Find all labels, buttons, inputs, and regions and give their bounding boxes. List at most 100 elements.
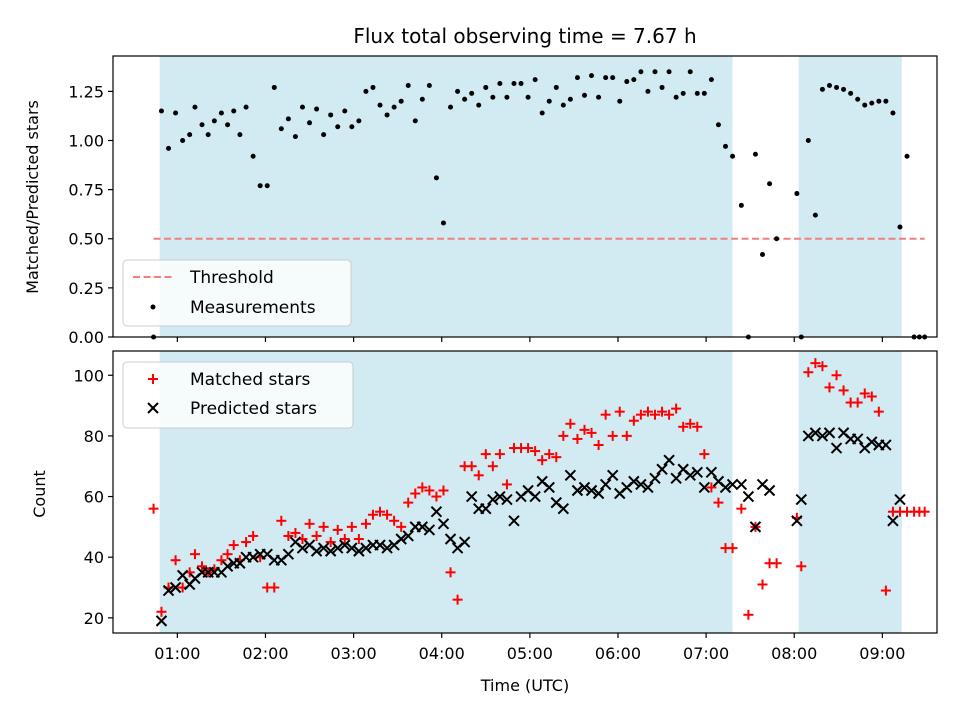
upper-legend-box <box>122 259 352 327</box>
matched-star-point <box>771 558 782 569</box>
matched-star-point <box>664 409 675 420</box>
lower-ytick-label: 100 <box>73 366 104 385</box>
legend-predicted-label: Predicted stars <box>190 399 317 419</box>
matched-star-point <box>156 606 167 617</box>
xtick-label: 09:00 <box>859 644 905 663</box>
measurement-point <box>574 75 580 81</box>
predicted-star-point <box>830 442 843 454</box>
matched-star-point <box>810 358 821 369</box>
predicted-star-point <box>501 493 513 506</box>
predicted-star-point <box>487 493 499 506</box>
matched-star-point <box>494 449 505 460</box>
measurement-point <box>610 75 616 81</box>
predicted-star-point <box>557 502 570 515</box>
predicted-star-point <box>606 469 619 482</box>
predicted-star-point <box>816 430 829 442</box>
matched-star-point <box>431 491 442 502</box>
predicted-star-point <box>726 478 739 491</box>
measurement-point <box>405 82 411 88</box>
predicted-star-point <box>698 481 711 494</box>
predicted-star-point <box>571 484 584 497</box>
measurement-point <box>603 75 609 81</box>
predicted-star-point <box>508 515 520 527</box>
matched-star-point <box>831 370 842 381</box>
matched-star-point <box>621 430 632 441</box>
predicted-star-point <box>282 548 295 560</box>
matched-star-point <box>678 421 689 432</box>
measurement-point <box>504 94 510 100</box>
predicted-star-point <box>809 427 822 439</box>
predicted-star-point <box>656 463 668 475</box>
matched-star-point <box>216 555 227 566</box>
predicted-star-point <box>719 481 732 494</box>
measurement-point <box>187 132 193 138</box>
measurement-point <box>231 108 237 114</box>
legend-predicted-swatch <box>147 402 159 414</box>
measurement-point <box>455 88 461 94</box>
measurement-point <box>237 132 243 138</box>
lower-plot-frame <box>112 350 938 634</box>
measurement-point <box>511 81 517 87</box>
upper-y-axis-label: Matched/Predicted stars <box>23 100 42 294</box>
measurement-point <box>701 90 707 96</box>
matched-star-point <box>796 561 807 572</box>
legend-measurements-label: Measurements <box>190 298 316 318</box>
measurement-point <box>349 124 355 130</box>
predicted-star-point <box>564 469 577 482</box>
predicted-star-point <box>684 469 696 482</box>
measurement-point <box>363 88 369 94</box>
matched-star-point <box>635 409 646 420</box>
measurement-point <box>869 100 875 106</box>
lower-legend-box <box>122 361 354 429</box>
measurement-point <box>370 84 376 90</box>
predicted-star-point <box>795 493 807 506</box>
predicted-star-point <box>691 466 703 478</box>
upper-ytick-label: 0.75 <box>68 181 104 200</box>
matched-star-point <box>480 449 491 460</box>
measurement-point <box>652 69 658 75</box>
matched-star-point <box>699 449 710 460</box>
measurement-point <box>659 84 665 90</box>
measurement-point <box>722 143 728 149</box>
measurement-point <box>715 122 721 128</box>
predicted-star-point <box>353 545 365 557</box>
measurement-point <box>560 102 566 108</box>
measurement-point <box>904 153 910 159</box>
matched-star-point <box>593 440 604 450</box>
predicted-star-point <box>592 487 605 500</box>
measurement-point <box>440 220 446 226</box>
measurement-point <box>271 84 277 90</box>
matched-star-point <box>614 406 625 417</box>
measurement-point <box>841 86 847 92</box>
matched-star-point <box>551 452 562 463</box>
measurement-point <box>173 110 179 116</box>
predicted-star-point <box>155 615 168 627</box>
upper-ytick-label: 0.50 <box>68 230 104 249</box>
lower-ytick-label: 20 <box>84 609 104 628</box>
matched-star-point <box>325 537 336 548</box>
predicted-star-point <box>585 484 598 497</box>
measurement-point <box>631 77 637 83</box>
x-axis-label: Time (UTC) <box>480 676 569 695</box>
predicted-star-point <box>395 533 407 545</box>
predicted-star-point <box>663 454 675 466</box>
matched-star-point <box>537 455 548 466</box>
matched-star-point <box>572 433 583 444</box>
predicted-star-point <box>465 490 478 503</box>
matched-star-point <box>692 421 703 432</box>
measurement-point <box>307 120 313 126</box>
predicted-star-point <box>310 545 323 557</box>
predicted-star-point <box>735 478 748 491</box>
matched-star-point <box>367 509 378 520</box>
matched-star-point <box>248 530 259 541</box>
matched-star-point <box>346 521 357 532</box>
measurement-point <box>391 104 397 110</box>
matched-star-point <box>424 485 435 496</box>
measurement-point <box>883 98 889 104</box>
measurement-point <box>752 151 758 157</box>
measurement-point <box>398 98 404 104</box>
measurement-point <box>211 118 217 124</box>
xtick-label: 03:00 <box>331 644 377 663</box>
matched-star-point <box>438 485 449 496</box>
measurement-point <box>497 81 503 87</box>
